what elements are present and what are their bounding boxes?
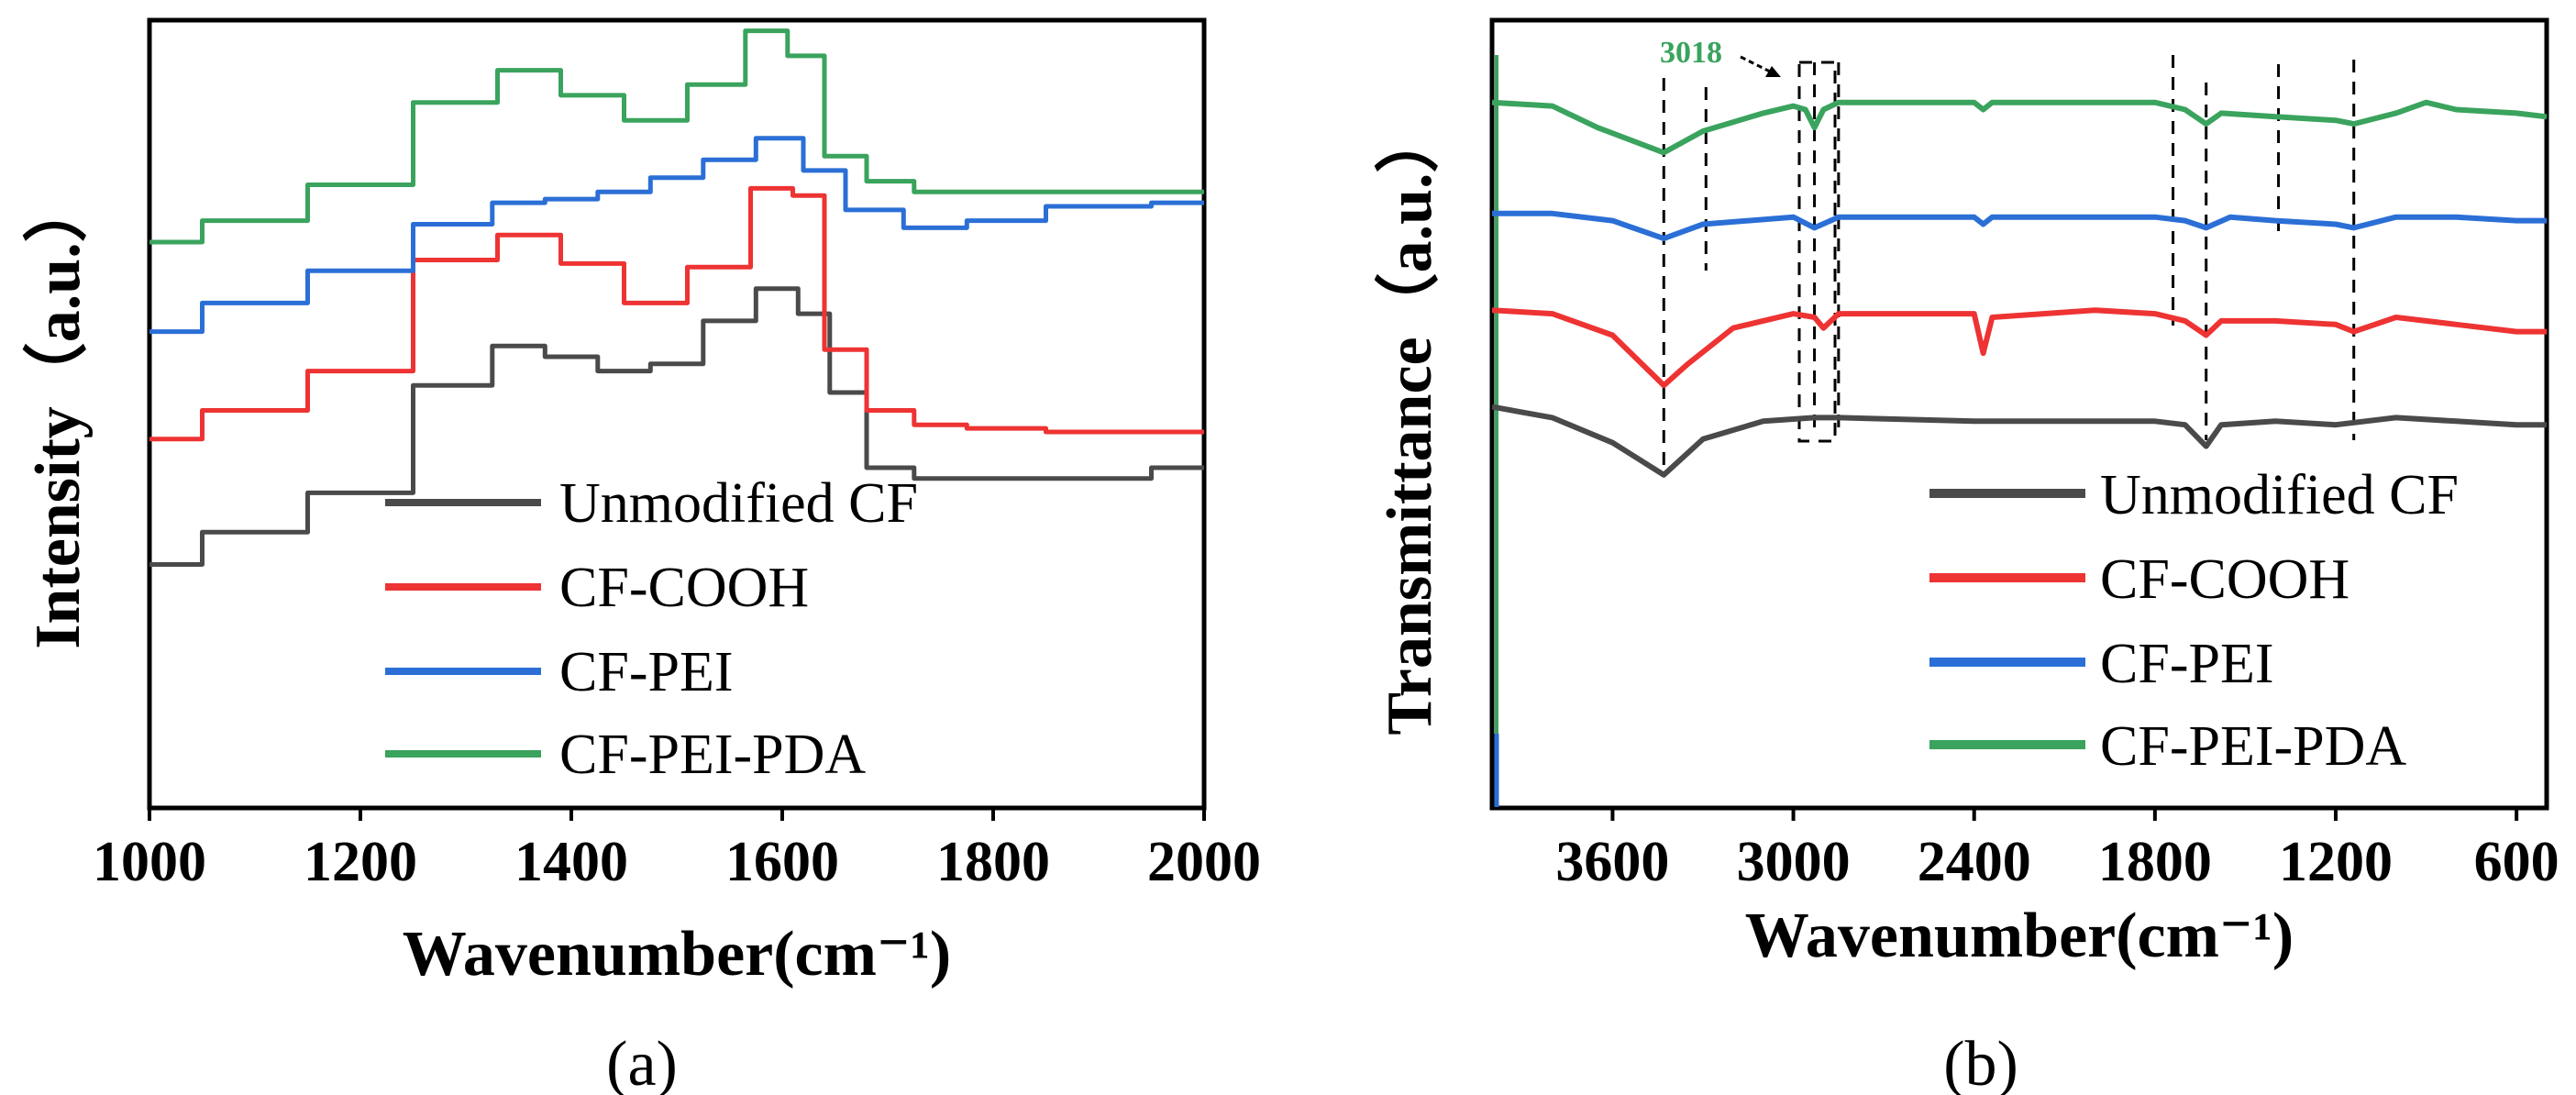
series-group-b [1491, 99, 2548, 478]
series-line-cf-pei-a [149, 136, 1204, 335]
series-line-cf-cooh-a [149, 185, 1204, 442]
series-line-cf-cooh-b [1491, 307, 2547, 389]
y-axis-title-a: Intensity（a.u.） [22, 178, 94, 648]
legend-label-unmodified-cf: Unmodified CF [559, 472, 918, 535]
annotation-3018: 3018 [1660, 36, 1781, 77]
series-line-cf-pei-b [1492, 210, 2547, 242]
legend-label-unmodified-cf-b: Unmodified CF [2100, 464, 2459, 526]
x-tick-label-1000-a: 1000 [93, 831, 206, 893]
annotation-arrow-head [1765, 66, 1781, 77]
x-tick-label-2400-b: 2400 [1918, 831, 2031, 893]
x-axis-title-b: Wavenumber(cm⁻¹) [1745, 901, 2294, 971]
legend-b: Unmodified CF CF-COOH CF-PEI CF-PEI-PDA [1929, 464, 2459, 778]
legend-label-cf-pei-pda-b: CF-PEI-PDA [2100, 715, 2406, 778]
dashed-reference-lines-b [1662, 55, 2356, 472]
x-tick-label-2000-a: 2000 [1147, 831, 1261, 893]
annotation-label-3018: 3018 [1660, 36, 1722, 70]
series-line-unmodified-cf-b [1491, 404, 2547, 478]
x-tick-label-1200-b: 1200 [2279, 831, 2393, 893]
x-tick-label-3600-b: 3600 [1555, 831, 1669, 893]
x-ticks-a: 1000 1200 1400 1600 1800 2000 [93, 808, 1261, 893]
x-tick-label-1800-a: 1800 [936, 831, 1050, 893]
chart-panel-a: 1000 1200 1400 1600 1800 2000 Unmodified CF C… [22, 17, 1261, 1095]
x-tick-label-1400-a: 1400 [514, 831, 628, 893]
series-line-cf-pei-pda-b [1491, 99, 2548, 156]
legend-a: Unmodified CF CF-COOH CF-PEI CF-PEI-PDA [385, 472, 918, 786]
legend-label-cf-pei-b: CF-PEI [2100, 633, 2273, 695]
legend-label-cf-pei-pda: CF-PEI-PDA [559, 724, 866, 786]
annotation-arrow-line [1740, 55, 1771, 73]
series-line-unmodified-cf-a [149, 286, 1204, 567]
highlight-box-b [1797, 61, 1837, 443]
x-ticks-b: 3600 3000 2400 1800 1200 600 [1555, 808, 2559, 893]
legend-label-cf-cooh: CF-COOH [559, 557, 809, 619]
series-group-a [149, 28, 1204, 567]
series-line-cf-pei-pda-a [149, 28, 1204, 245]
y-axis-title-b: Transmittance（a.u.） [1374, 108, 1445, 735]
plot-frame-b [1489, 17, 2549, 811]
x-axis-title-a: Wavenumber(cm⁻¹) [403, 919, 951, 990]
x-tick-label-1800-b: 1800 [2098, 831, 2212, 893]
x-tick-label-1600-a: 1600 [725, 831, 839, 893]
legend-label-cf-pei: CF-PEI [559, 641, 733, 703]
x-tick-label-3000-b: 3000 [1737, 831, 1851, 893]
x-tick-label-600-b: 600 [2474, 831, 2559, 893]
x-tick-label-1200-a: 1200 [304, 831, 417, 893]
plot-frame-a [147, 17, 1207, 811]
panel-label-b: (b) [1943, 1029, 2018, 1095]
chart-panel-b: 3600 3000 2400 1800 1200 600 3018 Unmodified … [1374, 17, 2559, 1095]
legend-label-cf-cooh-b: CF-COOH [2100, 548, 2349, 611]
panel-label-a: (a) [606, 1029, 678, 1095]
